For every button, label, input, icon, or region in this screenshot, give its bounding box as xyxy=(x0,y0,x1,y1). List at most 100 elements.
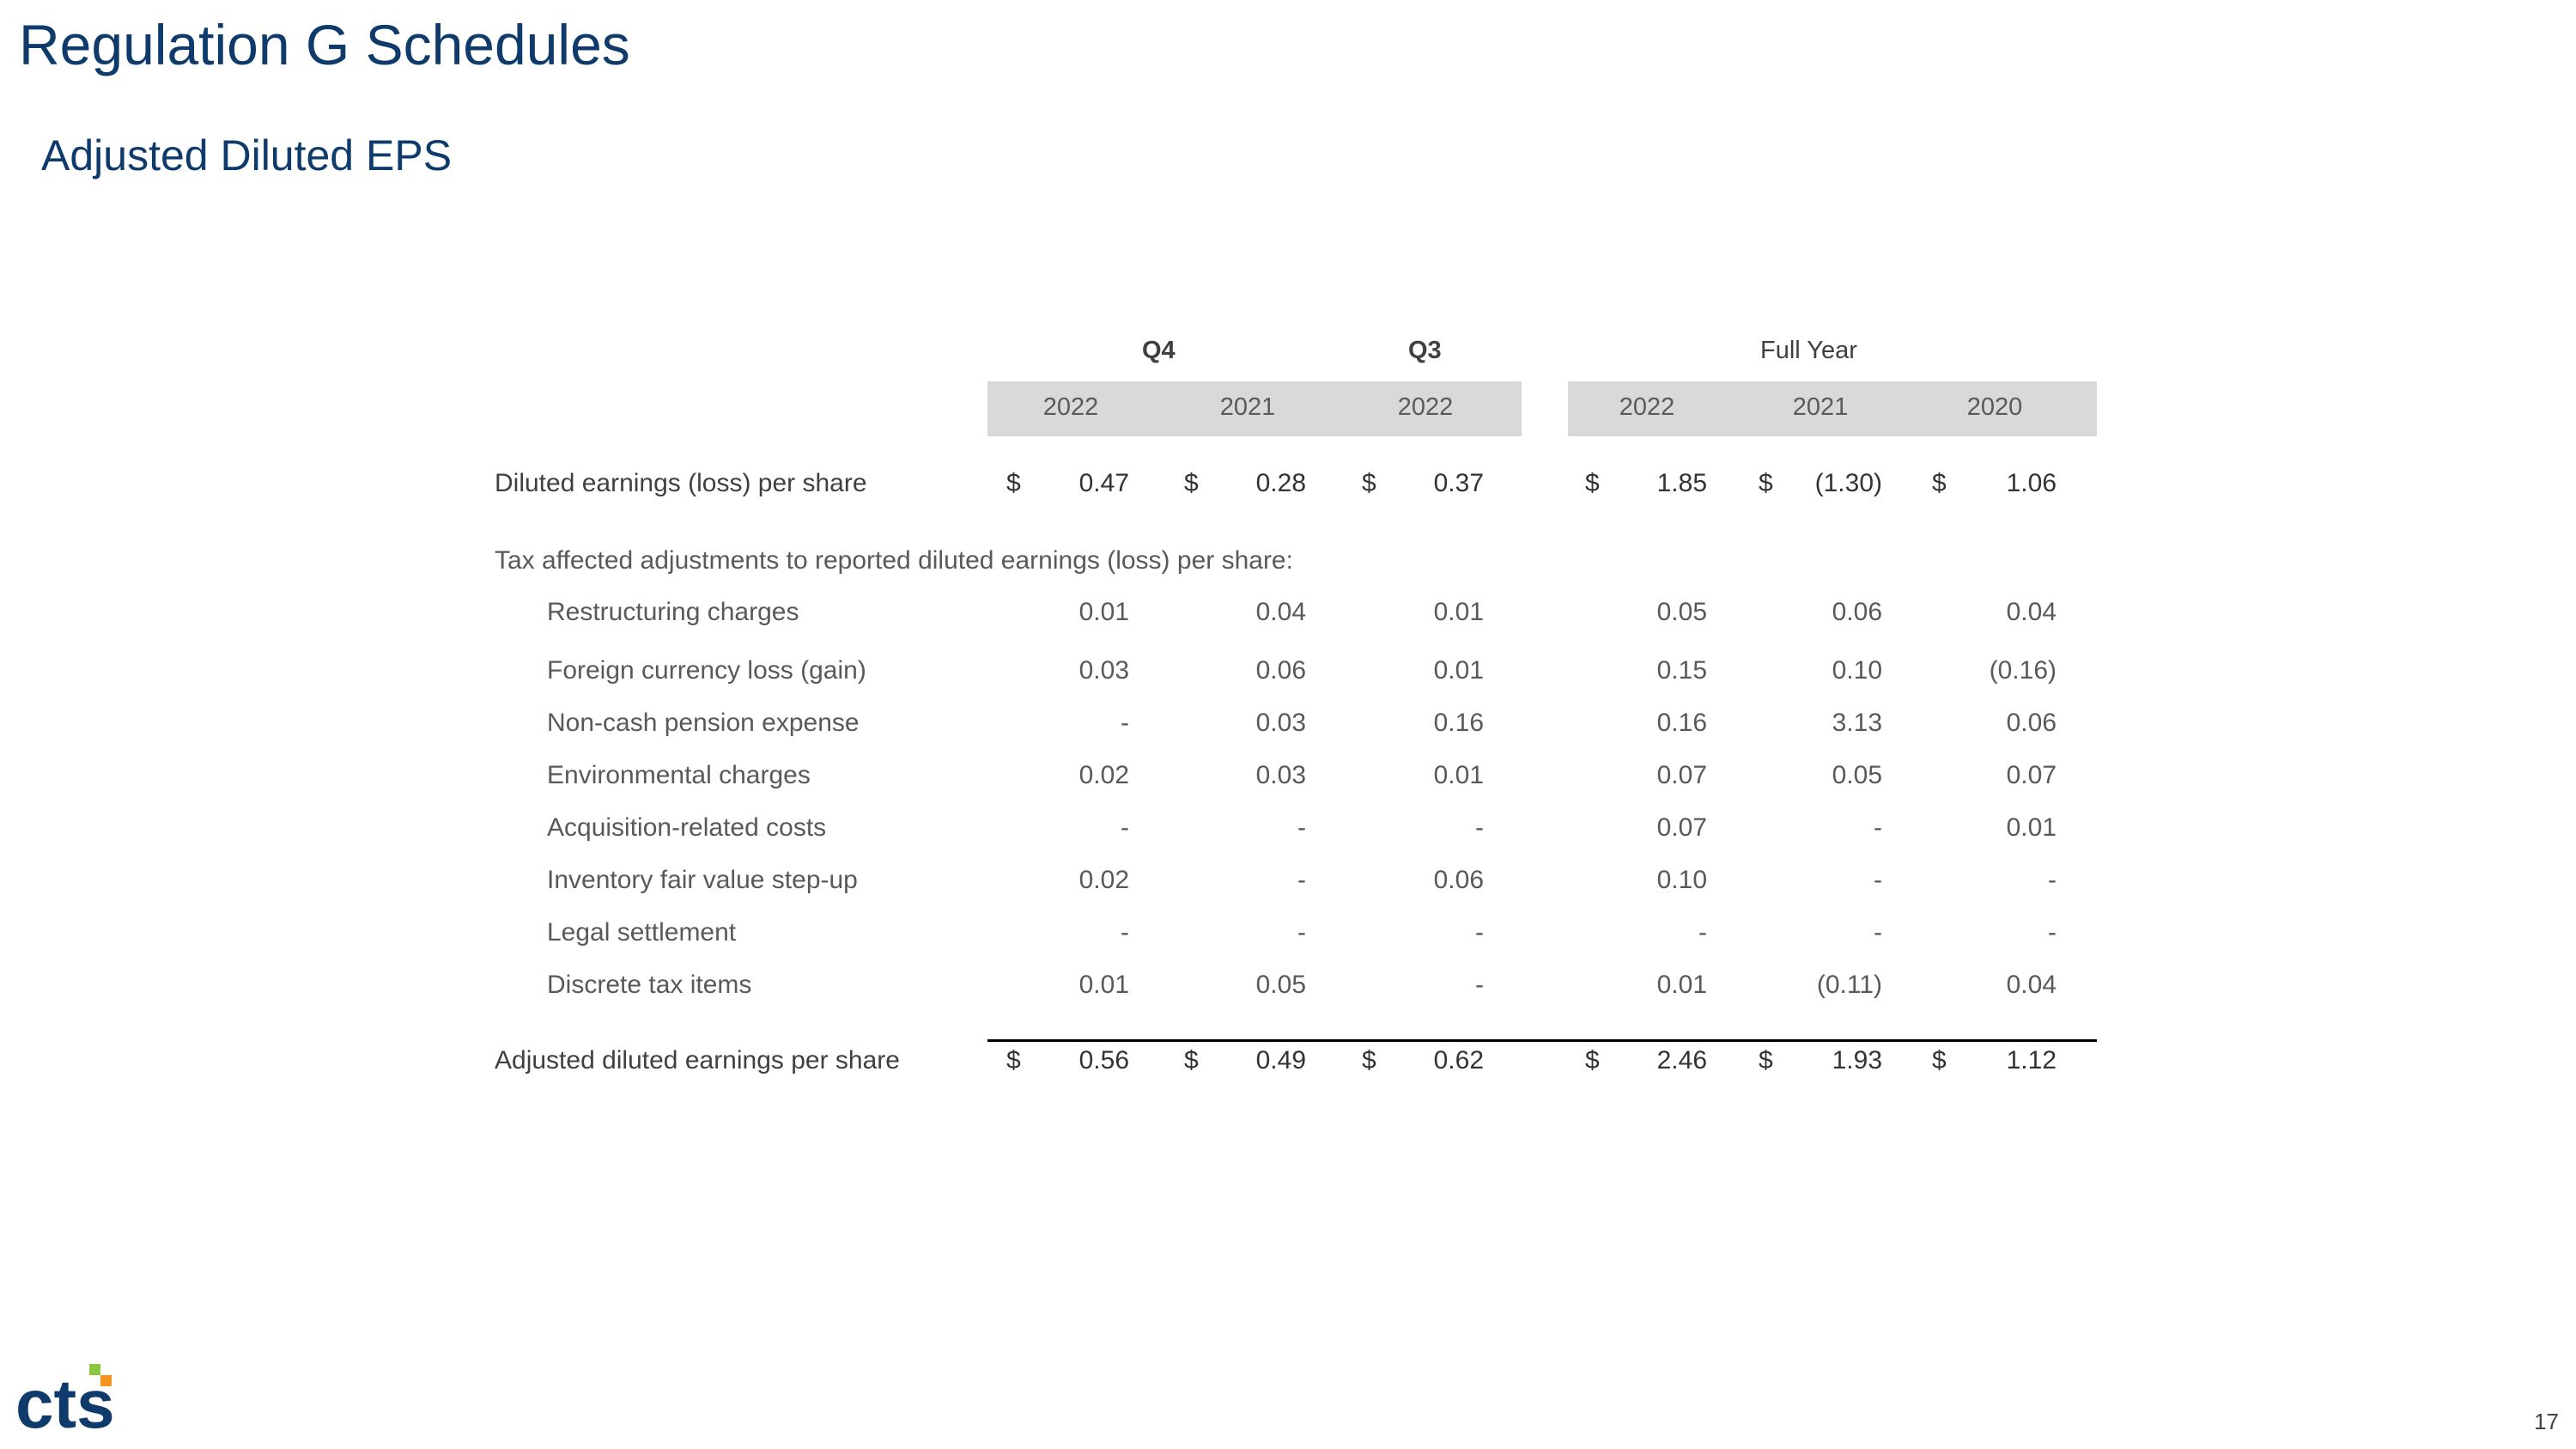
full-year-years-band xyxy=(1568,381,2097,436)
adjustment-value: 3.13 xyxy=(1832,709,1882,737)
adjustment-value: 0.06 xyxy=(1832,598,1882,626)
adjustment-value: 0.06 xyxy=(1255,656,1306,685)
year-header: 2021 xyxy=(1792,393,1849,421)
adjusted-eps-currency: $ xyxy=(1759,1046,1773,1075)
group-header-full-year: Full Year xyxy=(1760,337,1857,364)
adjusted-eps-value: 1.12 xyxy=(2006,1046,2057,1075)
year-header: 2022 xyxy=(1042,393,1099,421)
adjusted-eps-value: 1.93 xyxy=(1832,1046,1882,1075)
adjusted-eps-value: 0.49 xyxy=(1255,1046,1306,1075)
adjustment-value: - xyxy=(2048,866,2057,894)
adjustment-value: - xyxy=(1297,866,1306,894)
adjustment-value: 0.05 xyxy=(1255,971,1306,999)
adjustment-value: - xyxy=(1121,813,1129,842)
year-header: 2022 xyxy=(1397,393,1454,421)
adjustment-value: 0.07 xyxy=(2006,761,2057,789)
adjustment-value: 0.01 xyxy=(1656,971,1707,999)
adjusted-eps-currency: $ xyxy=(1585,1046,1600,1075)
company-logo: cts xyxy=(15,1364,115,1434)
adjustment-value: - xyxy=(1874,918,1882,947)
adjustment-label: Environmental charges xyxy=(547,761,811,789)
logo-text: cts xyxy=(15,1366,115,1434)
adjustment-label: Acquisition-related costs xyxy=(547,813,827,842)
adjustment-value: - xyxy=(1121,709,1129,737)
adjustment-label: Foreign currency loss (gain) xyxy=(547,656,866,685)
adjustment-value: - xyxy=(1874,866,1882,894)
adjustment-value: 0.01 xyxy=(1433,656,1484,685)
quarter-years-band xyxy=(987,381,1522,436)
adjustment-value: 0.15 xyxy=(1656,656,1707,685)
adjustment-value: 0.01 xyxy=(2006,813,2057,842)
diluted-eps-currency: $ xyxy=(1006,469,1021,497)
page-number: 17 xyxy=(2534,1409,2559,1434)
adjusted-eps-currency: $ xyxy=(1184,1046,1199,1075)
adjustment-value: 0.16 xyxy=(1433,709,1484,737)
adjustment-value: 0.06 xyxy=(2006,709,2057,737)
adjustment-value: 0.16 xyxy=(1656,709,1707,737)
adjustment-value: 0.04 xyxy=(2006,971,2057,999)
adjustment-value: - xyxy=(1874,813,1882,842)
logo-green-square xyxy=(89,1364,100,1375)
diluted-eps-value: 0.28 xyxy=(1255,469,1306,497)
diluted-eps-currency: $ xyxy=(1585,469,1600,497)
adjustment-value: 0.01 xyxy=(1433,598,1484,626)
year-header: 2022 xyxy=(1619,393,1675,421)
adjustment-value: 0.01 xyxy=(1078,971,1129,999)
group-header-q4: Q4 xyxy=(1142,337,1176,364)
adjustment-value: - xyxy=(1297,918,1306,947)
diluted-eps-currency: $ xyxy=(1759,469,1773,497)
adjustment-label: Inventory fair value step-up xyxy=(547,866,858,894)
adjustment-value: 0.01 xyxy=(1433,761,1484,789)
adjusted-eps-value: 0.56 xyxy=(1078,1046,1129,1075)
adjustment-value: - xyxy=(1475,971,1484,999)
adjustment-value: - xyxy=(1297,813,1306,842)
adjustment-value: 0.01 xyxy=(1078,598,1129,626)
adjustment-value: - xyxy=(1475,918,1484,947)
diluted-eps-value: 1.06 xyxy=(2006,469,2057,497)
adjustments-header: Tax affected adjustments to reported dil… xyxy=(495,546,1293,575)
adjustment-value: - xyxy=(1698,918,1707,947)
year-header: 2021 xyxy=(1219,393,1276,421)
adjusted-eps-value: 0.62 xyxy=(1433,1046,1484,1075)
diluted-eps-value: 1.85 xyxy=(1656,469,1707,497)
adjustment-value: 0.05 xyxy=(1656,598,1707,626)
adjusted-eps-currency: $ xyxy=(1362,1046,1376,1075)
diluted-eps-currency: $ xyxy=(1362,469,1376,497)
adjustment-value: 0.10 xyxy=(1832,656,1882,685)
adjustment-value: - xyxy=(1121,918,1129,947)
adjustment-value: 0.03 xyxy=(1255,761,1306,789)
adjustment-value: 0.04 xyxy=(1255,598,1306,626)
diluted-eps-label: Diluted earnings (loss) per share xyxy=(495,469,867,497)
logo-orange-square xyxy=(100,1375,112,1386)
adjustment-value: 0.07 xyxy=(1656,761,1707,789)
total-rule xyxy=(987,1039,2097,1042)
adjustment-value: 0.10 xyxy=(1656,866,1707,894)
page-subtitle: Adjusted Diluted EPS xyxy=(41,131,453,180)
adjustment-label: Restructuring charges xyxy=(547,598,799,626)
adjustment-value: 0.04 xyxy=(2006,598,2057,626)
adjustment-value: - xyxy=(2048,918,2057,947)
adjustment-value: 0.07 xyxy=(1656,813,1707,842)
adjusted-eps-label: Adjusted diluted earnings per share xyxy=(495,1046,900,1075)
adjusted-eps-currency: $ xyxy=(1006,1046,1021,1075)
adjusted-eps-value: 2.46 xyxy=(1656,1046,1707,1075)
diluted-eps-value: 0.37 xyxy=(1433,469,1484,497)
diluted-eps-value: 0.47 xyxy=(1078,469,1129,497)
group-header-q3: Q3 xyxy=(1408,337,1442,364)
adjustment-label: Legal settlement xyxy=(547,918,737,947)
adjustment-label: Non-cash pension expense xyxy=(547,709,860,737)
adjustment-value: (0.16) xyxy=(1989,656,2057,685)
year-header: 2020 xyxy=(1966,393,2023,421)
adjustment-value: 0.06 xyxy=(1433,866,1484,894)
diluted-eps-value: (1.30) xyxy=(1814,469,1882,497)
adjustment-value: (0.11) xyxy=(1816,971,1882,999)
adjustment-value: 0.02 xyxy=(1078,761,1129,789)
page-title: Regulation G Schedules xyxy=(19,13,630,76)
adjustment-label: Discrete tax items xyxy=(547,971,752,999)
adjustment-value: 0.03 xyxy=(1078,656,1129,685)
adjustment-value: 0.02 xyxy=(1078,866,1129,894)
diluted-eps-currency: $ xyxy=(1184,469,1199,497)
diluted-eps-currency: $ xyxy=(1932,469,1947,497)
adjustment-value: - xyxy=(1475,813,1484,842)
adjusted-eps-currency: $ xyxy=(1932,1046,1947,1075)
